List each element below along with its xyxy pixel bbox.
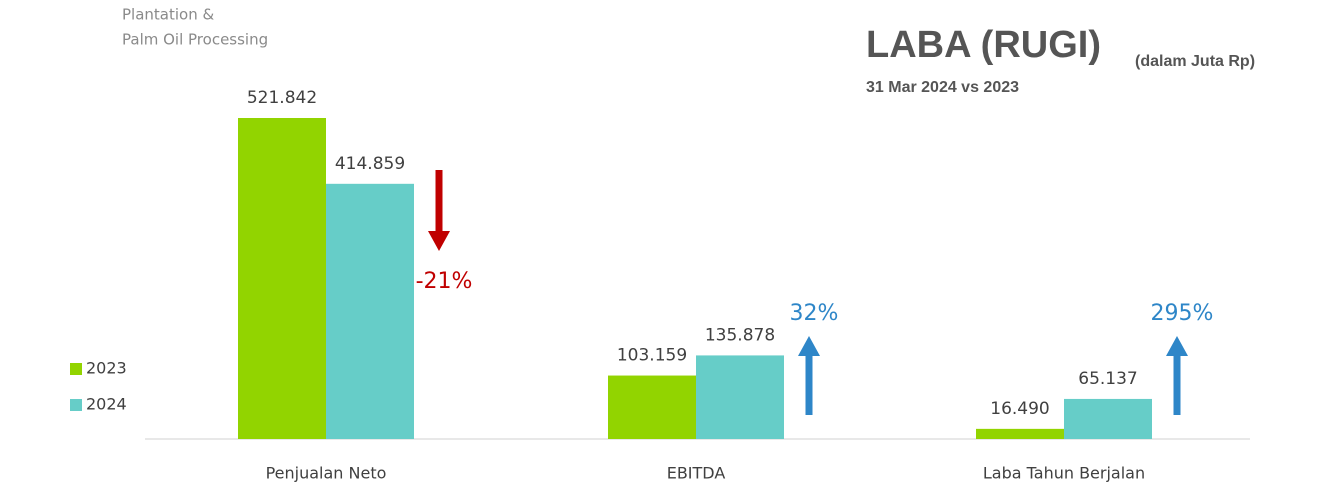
bar [976,428,1064,439]
arrow-head [1166,336,1188,356]
bar [608,375,696,439]
data-label: 16.490 [990,399,1049,419]
annotation: -21% [416,269,473,294]
data-label: 414.859 [335,154,405,174]
legend-label: 2024 [86,395,127,414]
bar [696,355,784,439]
x-tick-label: Laba Tahun Berjalan [983,464,1145,483]
data-label: 103.159 [617,346,687,366]
title-note: (dalam Juta Rp) [1135,53,1255,70]
legend-label: 2023 [86,359,127,378]
arrow-head [428,231,450,251]
x-tick-label: Penjualan Neto [266,464,387,483]
x-tick-label: EBITDA [667,464,726,483]
bar [1064,398,1152,439]
brand-line: Palm Oil Processing [122,31,268,49]
brand-line: Plantation & [122,6,214,24]
chart-title: LABA (RUGI) [866,24,1101,66]
annotation: 32% [790,301,839,326]
bar [326,183,414,439]
legend-swatch [70,399,82,411]
arrow-head [798,336,820,356]
chart-subtitle: 31 Mar 2024 vs 2023 [866,79,1019,96]
bar [238,118,326,439]
data-label: 521.842 [247,88,317,108]
legend-swatch [70,363,82,375]
data-label: 65.137 [1078,369,1137,389]
data-label: 135.878 [705,325,775,345]
annotation: 295% [1151,301,1214,326]
